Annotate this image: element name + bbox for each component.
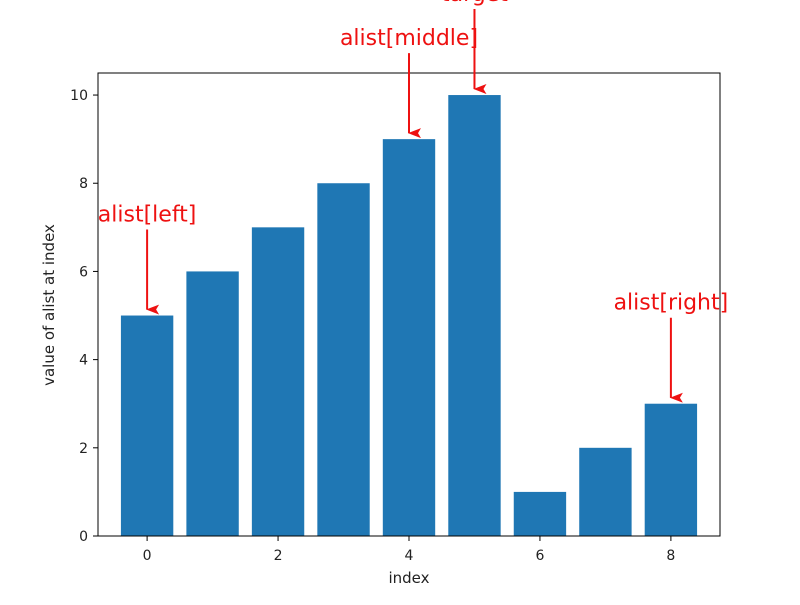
y-tick-label: 4 (79, 353, 88, 369)
bar-index-3 (317, 183, 370, 536)
annotations-layer: alist[left] alist[middle] target alist[righ… (98, 0, 729, 403)
x-tick-label: 0 (143, 548, 152, 564)
bar-index-7 (579, 447, 632, 536)
bars-layer (120, 95, 698, 537)
y-tick-label: 0 (79, 529, 88, 545)
bar-index-4 (382, 139, 436, 536)
x-tick-label: 2 (274, 548, 283, 564)
annotation-label: target (441, 0, 508, 7)
bar-index-6 (513, 491, 567, 536)
x-tick-label: 6 (535, 548, 544, 564)
y-tick-label: 10 (70, 88, 88, 104)
annotation-label: alist[left] (98, 203, 197, 228)
y-tick-label: 2 (79, 441, 88, 457)
bar-index-5 (448, 95, 501, 537)
annotation-label: alist[right] (614, 291, 729, 316)
bar-index-1 (186, 271, 239, 536)
bar-index-2 (251, 227, 305, 537)
bar-index-8 (644, 403, 698, 536)
bar-index-0 (120, 315, 174, 536)
x-axis-title: index (388, 569, 429, 587)
x-tick-label: 4 (405, 548, 414, 564)
annotation-label: alist[middle] (340, 26, 478, 51)
y-tick-label: 8 (79, 176, 88, 192)
y-axis-title: value of alist at index (40, 224, 58, 386)
x-tick-label: 8 (666, 548, 675, 564)
y-tick-label: 6 (79, 264, 88, 280)
